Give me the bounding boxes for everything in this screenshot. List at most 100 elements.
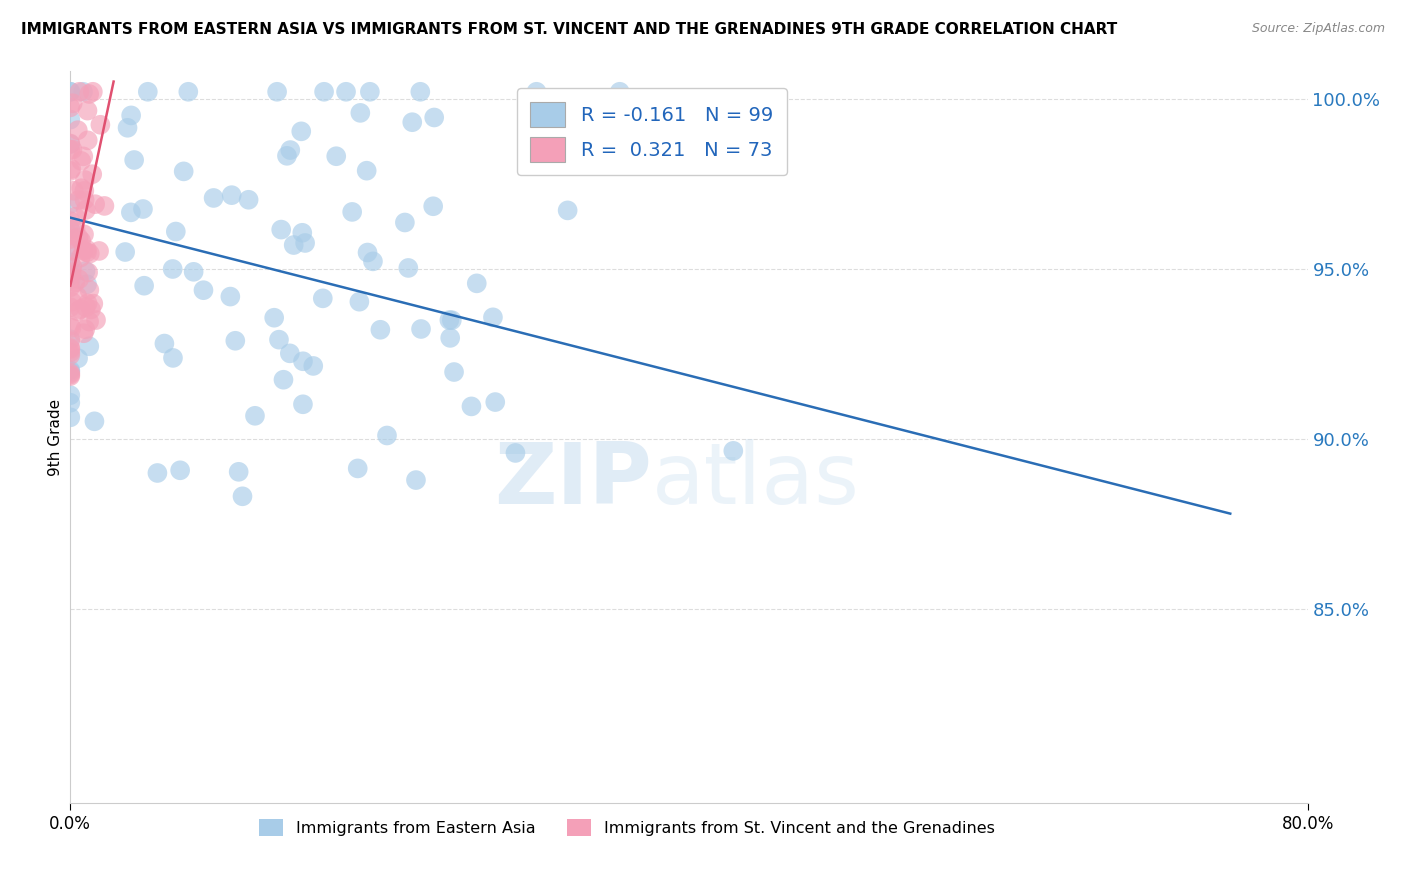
Point: [117, 120, 139, 135]
Point: [465, 277, 488, 291]
Point: [63, 210, 86, 224]
Point: [59, 197, 82, 211]
Point: [69, 302, 91, 317]
Point: [302, 359, 325, 373]
Point: [409, 322, 432, 336]
Point: [370, 323, 392, 337]
Point: [162, 262, 184, 277]
Point: [165, 225, 187, 239]
Point: [59, 348, 82, 362]
Point: [59, 363, 82, 377]
Point: [122, 153, 145, 167]
Point: [73, 173, 96, 187]
Point: [59, 268, 82, 283]
Point: [59, 228, 82, 243]
Point: [439, 331, 461, 345]
Point: [75, 300, 97, 314]
Point: [66, 123, 89, 137]
Point: [291, 397, 314, 411]
Point: [77, 265, 100, 279]
Point: [325, 149, 347, 163]
Point: [183, 265, 205, 279]
Point: [76, 296, 98, 310]
Point: [59, 341, 82, 355]
Point: [59, 243, 82, 257]
Point: [340, 205, 363, 219]
Point: [422, 199, 444, 213]
Point: [224, 334, 246, 348]
Point: [76, 245, 98, 260]
Point: [75, 322, 97, 336]
Point: [283, 238, 305, 252]
Point: [136, 85, 159, 99]
Point: [75, 202, 97, 217]
Point: [547, 144, 569, 158]
Point: [120, 205, 142, 219]
Point: [59, 214, 82, 228]
Point: [60, 161, 83, 176]
Point: [67, 85, 90, 99]
Point: [66, 289, 89, 303]
Point: [79, 283, 101, 297]
Point: [59, 268, 82, 283]
Point: [238, 193, 260, 207]
Point: [82, 167, 104, 181]
Point: [423, 111, 446, 125]
Text: atlas: atlas: [652, 440, 860, 523]
Point: [67, 193, 90, 207]
Point: [59, 255, 82, 269]
Point: [263, 310, 285, 325]
Point: [66, 304, 89, 318]
Text: ZIP: ZIP: [494, 440, 652, 523]
Point: [557, 203, 579, 218]
Point: [292, 354, 315, 368]
Point: [59, 143, 82, 157]
Point: [349, 294, 371, 309]
Point: [219, 289, 242, 303]
Point: [72, 244, 94, 258]
Point: [82, 296, 104, 310]
Legend: Immigrants from Eastern Asia, Immigrants from St. Vincent and the Grenadines: Immigrants from Eastern Asia, Immigrants…: [253, 813, 1001, 842]
Point: [59, 232, 82, 246]
Point: [609, 85, 631, 99]
Point: [120, 108, 142, 122]
Point: [356, 245, 378, 260]
Point: [270, 222, 292, 236]
Point: [59, 334, 82, 348]
Point: [60, 260, 83, 274]
Point: [72, 149, 94, 163]
Point: [76, 277, 98, 292]
Point: [67, 230, 90, 244]
Point: [59, 332, 82, 346]
Point: [59, 164, 82, 178]
Point: [70, 153, 93, 168]
Point: [65, 222, 87, 236]
Point: [114, 245, 136, 260]
Point: [60, 244, 83, 258]
Point: [84, 197, 107, 211]
Point: [59, 395, 82, 409]
Point: [409, 85, 432, 99]
Point: [67, 272, 90, 286]
Point: [278, 143, 301, 157]
Point: [273, 373, 295, 387]
Point: [361, 254, 384, 268]
Point: [59, 345, 82, 359]
Point: [62, 96, 84, 111]
Point: [243, 409, 266, 423]
Point: [75, 264, 97, 278]
Point: [59, 137, 82, 152]
Point: [67, 351, 90, 366]
Point: [77, 314, 100, 328]
Point: [73, 184, 96, 198]
Point: [482, 310, 505, 325]
Point: [291, 226, 314, 240]
Point: [62, 143, 84, 157]
Point: [59, 136, 82, 151]
Point: [290, 124, 312, 138]
Point: [59, 318, 82, 333]
Point: [83, 414, 105, 428]
Point: [59, 342, 82, 356]
Y-axis label: 9th Grade: 9th Grade: [48, 399, 63, 475]
Point: [173, 164, 195, 178]
